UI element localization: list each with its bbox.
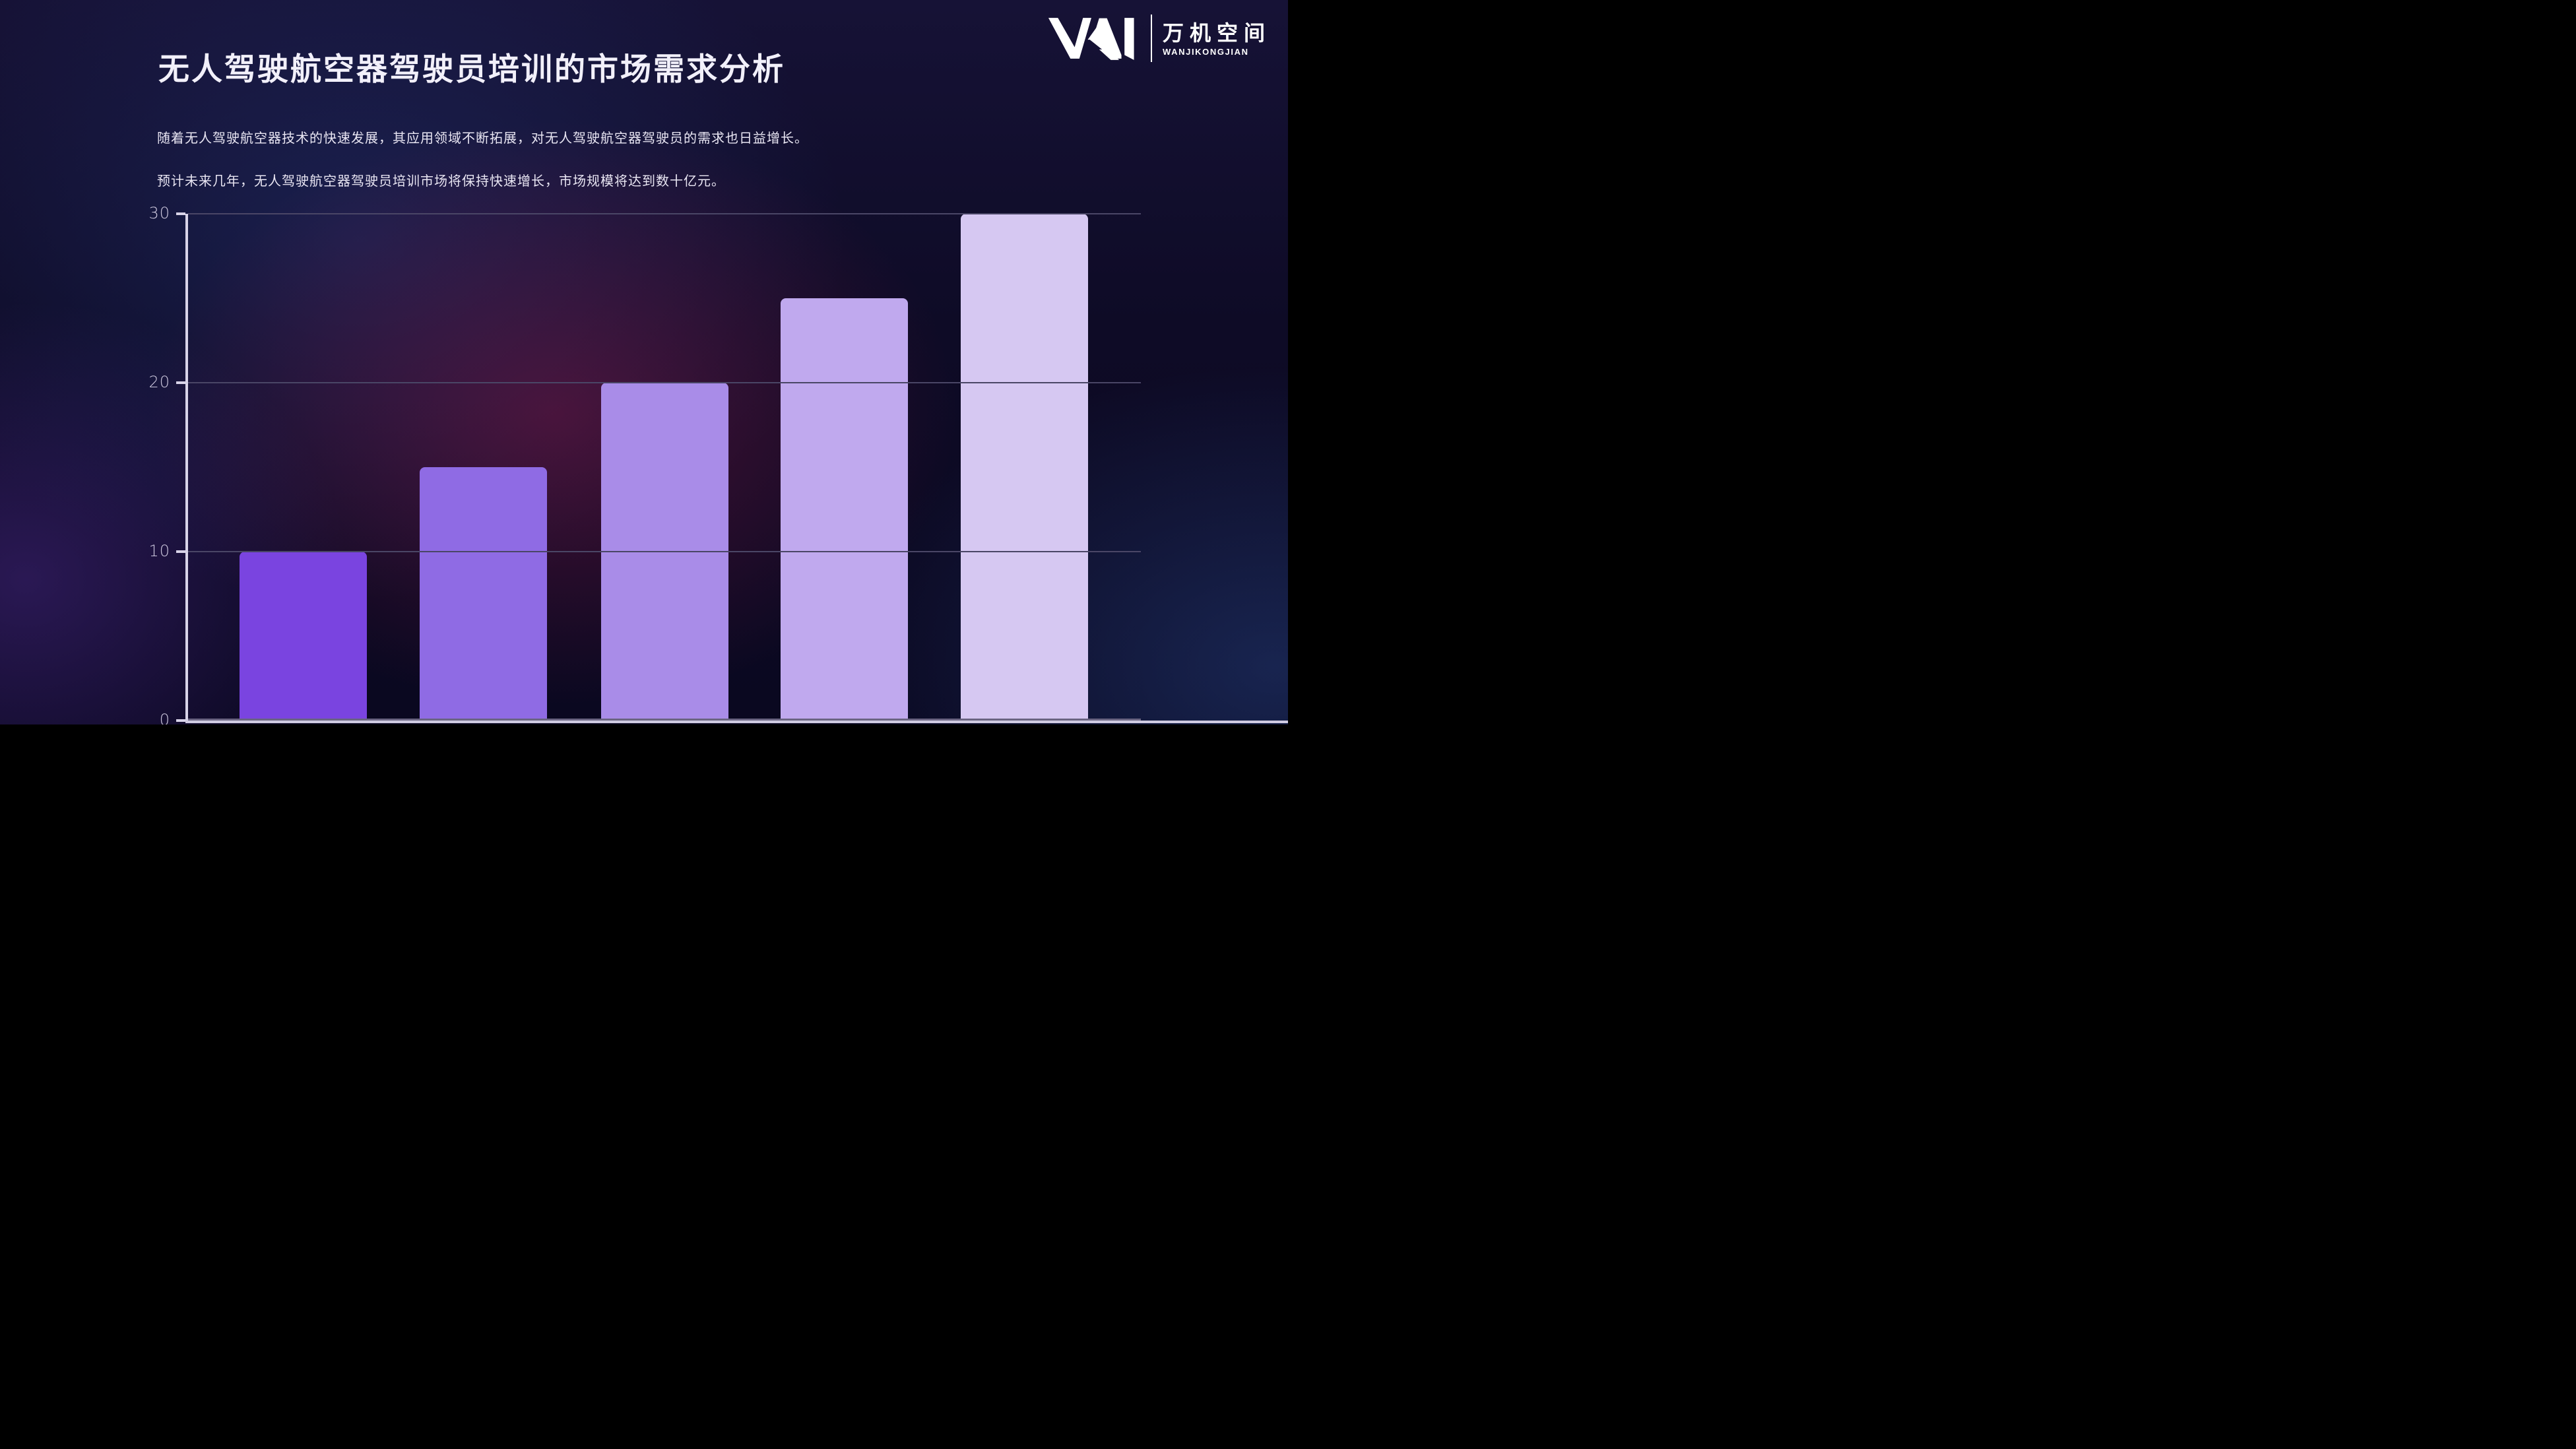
bar	[240, 552, 367, 721]
bar-chart: 0 10 20 30	[0, 0, 1288, 724]
y-axis-tick-label: 30	[148, 204, 170, 222]
brand-logo: 万机空间 WANJIKONGJIAN	[1037, 13, 1271, 63]
y-axis-tick	[176, 550, 185, 553]
gridline	[188, 382, 1141, 383]
y-axis-tick-label: 20	[148, 373, 170, 391]
intro-paragraph-2: 预计未来几年，无人驾驶航空器驾驶员培训市场将保持快速增长，市场规模将达到数十亿元…	[157, 174, 725, 189]
y-axis-tick	[176, 212, 185, 215]
logo-monogram-icon	[1048, 18, 1134, 60]
y-axis-tick	[176, 719, 185, 722]
bar	[961, 214, 1088, 721]
logo-divider	[1150, 15, 1152, 62]
y-axis-tick-label: 10	[148, 542, 170, 560]
gridline	[188, 213, 1141, 214]
slide-canvas: 无人驾驶航空器驾驶员培训的市场需求分析 随着无人驾驶航空器技术的快速发展，其应用…	[0, 0, 1288, 724]
intro-paragraph-1: 随着无人驾驶航空器技术的快速发展，其应用领域不断拓展，对无人驾驶航空器驾驶员的需…	[157, 131, 808, 146]
y-axis-line	[185, 214, 188, 723]
y-axis-tick	[176, 381, 185, 384]
logo-text: 万机空间 WANJIKONGJIAN	[1163, 20, 1271, 57]
zero-gridline	[188, 719, 1141, 721]
y-axis-tick-label: 0	[159, 711, 170, 724]
page-title: 无人驾驶航空器驾驶员培训的市场需求分析	[158, 51, 785, 86]
x-axis-line	[185, 721, 1288, 723]
gridline	[188, 551, 1141, 552]
logo-name-cn: 万机空间	[1162, 20, 1271, 45]
bar	[781, 298, 908, 721]
logo-name-en: WANJIKONGJIAN	[1162, 46, 1249, 57]
bar	[420, 467, 547, 721]
